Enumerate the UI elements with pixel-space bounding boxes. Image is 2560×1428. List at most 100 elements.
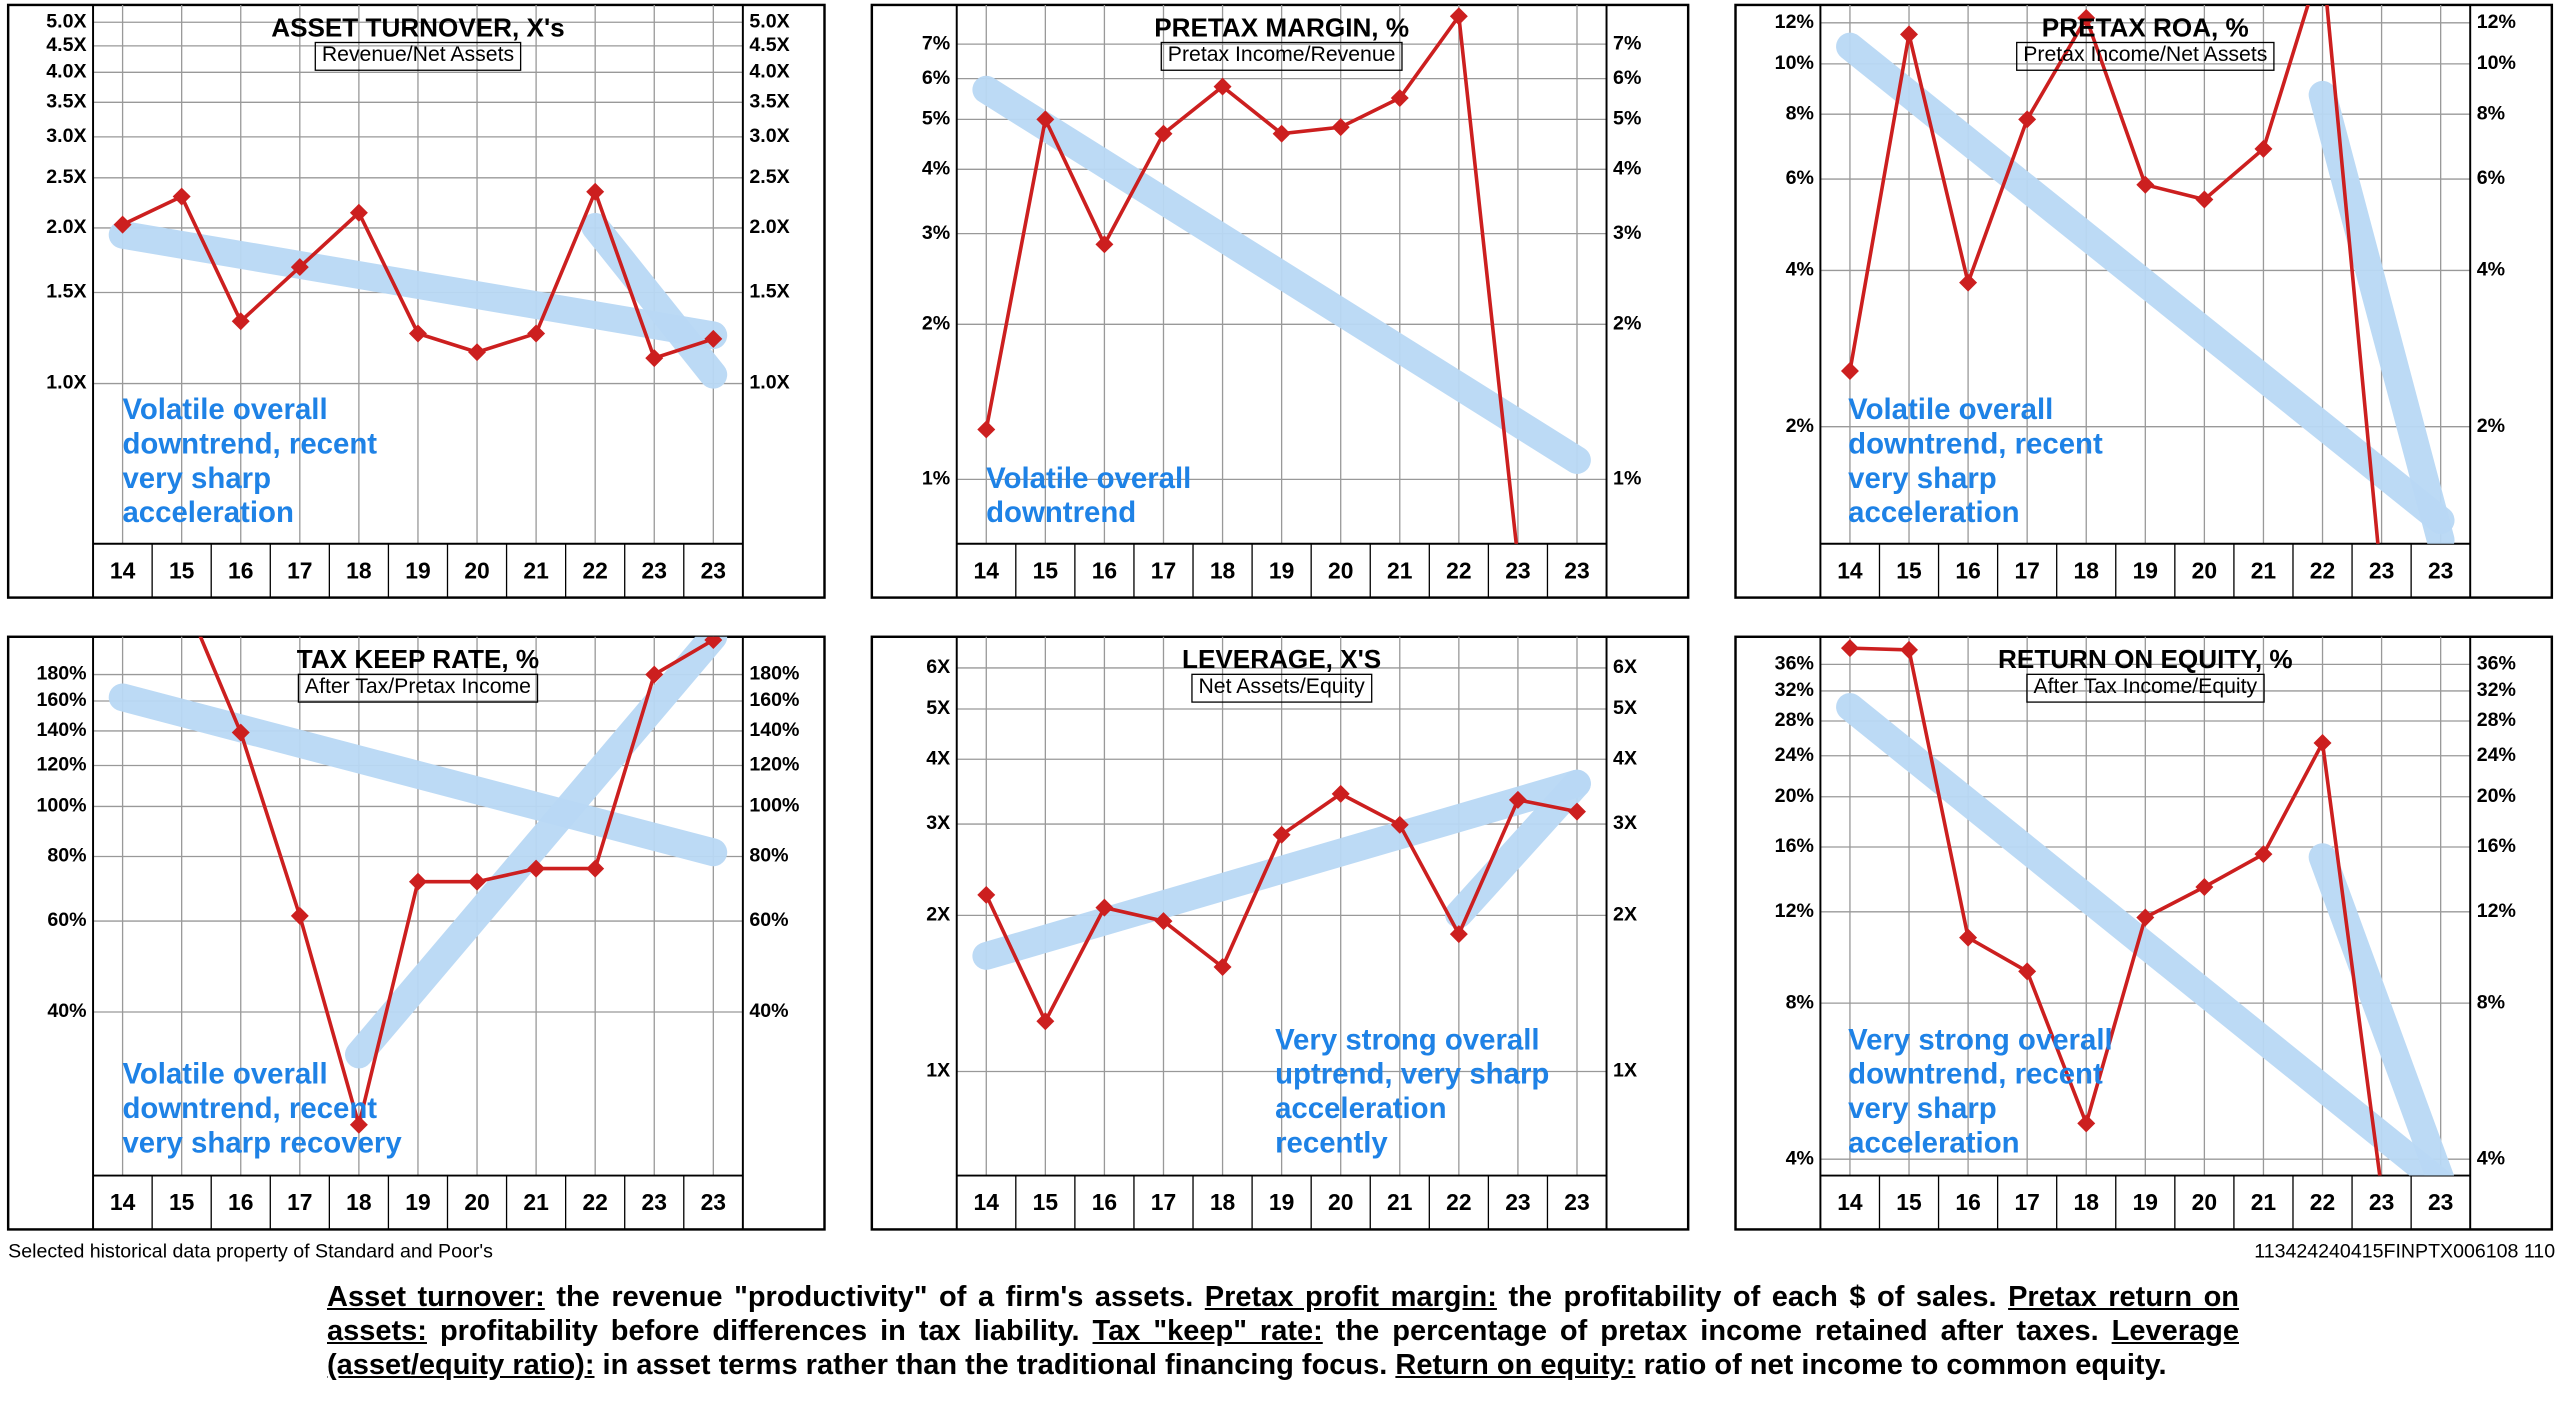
chart-panel: 2% 2% 4% 4% 6% 6% 8% 8% 10% 10% 12% 12% 14 15 16 17 18 19… bbox=[1734, 3, 2554, 599]
marker bbox=[468, 343, 487, 362]
marker bbox=[645, 665, 664, 684]
x-tick-label: 19 bbox=[405, 557, 430, 583]
trend-band bbox=[108, 683, 728, 867]
x-tick-label: 23 bbox=[701, 1189, 726, 1215]
trend-bands bbox=[108, 636, 728, 1069]
chart-panel: 1% 1% 2% 2% 3% 3% 4% 4% 5% 5% 6% 6% 7% 7% 14 15 16 17 18 19… bbox=[870, 3, 1690, 599]
x-tick-label: 14 bbox=[1837, 1189, 1863, 1215]
marker bbox=[1036, 1012, 1055, 1031]
chart-panel: 1.0X 1.0X 1.5X 1.5X 2.0X 2.0X 2.5X 2.5X 3.0X 3.0X… bbox=[6, 3, 826, 599]
y-tick-label: 32% bbox=[1775, 679, 1814, 701]
y2-tick-label: 5.0X bbox=[749, 10, 789, 32]
x-tick-label: 22 bbox=[1446, 1189, 1471, 1215]
x-tick-label: 20 bbox=[2192, 557, 2217, 583]
y-tick-label: 80% bbox=[47, 845, 86, 867]
subtitle-box bbox=[314, 41, 522, 71]
x-tick-label: 17 bbox=[1151, 557, 1176, 583]
x-tick-label: 23 bbox=[2428, 557, 2453, 583]
marker bbox=[1213, 77, 1232, 96]
x-tick-label: 21 bbox=[1387, 557, 1413, 583]
marker bbox=[1508, 790, 1527, 809]
annotation: acceleration bbox=[1848, 1126, 2019, 1159]
x-tick-label: 15 bbox=[1896, 557, 1922, 583]
marker bbox=[1900, 640, 1918, 659]
y2-tick-label: 140% bbox=[749, 719, 799, 741]
y2-tick-label: 100% bbox=[749, 795, 799, 817]
x-tick-label: 21 bbox=[2251, 1189, 2277, 1215]
series bbox=[198, 636, 723, 1134]
marker bbox=[1272, 124, 1291, 143]
y2-tick-label: 28% bbox=[2477, 709, 2516, 731]
y2-tick-label: 1.5X bbox=[749, 281, 789, 303]
y-tick-label: 12% bbox=[1775, 900, 1814, 922]
trend-band bbox=[345, 636, 728, 1069]
y2-tick-label: 60% bbox=[749, 909, 788, 931]
x-tick-label: 17 bbox=[2014, 557, 2039, 583]
trend-band bbox=[1836, 693, 2453, 1176]
y-tick-label: 8% bbox=[1786, 991, 1814, 1013]
y-tick-label: 4% bbox=[1786, 1147, 1814, 1169]
annotation: acceleration bbox=[1275, 1092, 1446, 1125]
annotation: Very strong overall bbox=[1275, 1023, 1540, 1056]
x-tick-label: 23 bbox=[642, 1189, 667, 1215]
y2-tick-label: 6% bbox=[2477, 167, 2505, 189]
x-tick-label: 23 bbox=[1564, 557, 1589, 583]
marker bbox=[1900, 25, 1918, 44]
x-tick-label: 20 bbox=[464, 557, 489, 583]
x-tick-label: 16 bbox=[228, 1189, 253, 1215]
y-tick-label: 4% bbox=[922, 157, 950, 179]
chart-panel: 4% 4% 8% 8% 12% 12% 16% 16% 20% 20% 24% 24% 28% 28% 32… bbox=[1734, 635, 2554, 1231]
definition: ratio of net income to common equity. bbox=[1635, 1349, 2167, 1381]
x-tick-label: 19 bbox=[1269, 1189, 1294, 1215]
x-tick-label: 22 bbox=[2310, 1189, 2335, 1215]
y2-tick-label: 3.5X bbox=[749, 90, 789, 112]
x-tick-label: 22 bbox=[2310, 557, 2335, 583]
y-tick-label: 3.0X bbox=[46, 125, 86, 147]
y-tick-label: 3% bbox=[922, 222, 950, 244]
x-tick-label: 15 bbox=[169, 1189, 195, 1215]
y2-tick-label: 160% bbox=[749, 689, 799, 711]
series-line bbox=[1848, 4, 2380, 544]
trend-band bbox=[972, 769, 1591, 970]
x-tick-label: 18 bbox=[1210, 1189, 1235, 1215]
y-tick-label: 5% bbox=[922, 108, 950, 130]
marker bbox=[645, 349, 664, 368]
y2-tick-label: 2.5X bbox=[749, 166, 789, 188]
annotation: Volatile overall bbox=[122, 1058, 327, 1091]
y2-tick-label: 4.5X bbox=[749, 34, 789, 56]
series bbox=[977, 784, 1586, 1031]
y2-tick-label: 120% bbox=[749, 754, 799, 776]
y-tick-label: 60% bbox=[47, 909, 86, 931]
term: Pretax return on assets: bbox=[327, 1281, 2240, 1347]
y2-tick-label: 2% bbox=[2477, 415, 2505, 437]
y2-tick-label: 7% bbox=[1613, 32, 1641, 54]
chart-subtitle: After Tax Income/Equity bbox=[2033, 675, 2257, 698]
y2-tick-label: 12% bbox=[2477, 900, 2516, 922]
x-tick-label: 18 bbox=[346, 1189, 371, 1215]
y2-tick-label: 3X bbox=[1613, 812, 1637, 834]
marker bbox=[349, 1115, 368, 1134]
annotation: downtrend, recent bbox=[122, 428, 377, 461]
definition: in asset terms rather than the tradition… bbox=[594, 1349, 1396, 1381]
annotation: Volatile overall bbox=[122, 393, 327, 426]
marker bbox=[1390, 815, 1409, 834]
annotation: very sharp bbox=[1848, 1092, 1997, 1125]
y2-tick-label: 8% bbox=[2477, 991, 2505, 1013]
chart-subtitle: Pretax Income/Revenue bbox=[1168, 43, 1396, 66]
y-tick-label: 120% bbox=[36, 754, 86, 776]
y-tick-label: 3.5X bbox=[46, 90, 86, 112]
y-tick-label: 40% bbox=[47, 1000, 86, 1022]
y2-tick-label: 16% bbox=[2477, 835, 2516, 857]
marker bbox=[231, 723, 250, 742]
trend-band bbox=[972, 75, 1591, 474]
annotation: very sharp recovery bbox=[122, 1126, 402, 1159]
y2-tick-label: 2.0X bbox=[749, 216, 789, 238]
trend-band bbox=[1836, 32, 2455, 535]
x-tick-label: 20 bbox=[1328, 557, 1353, 583]
chart-panel: 40% 40% 60% 60% 80% 80% 100% 100% 120% 120% 140% 14… bbox=[6, 635, 826, 1231]
x-tick-label: 17 bbox=[1151, 1189, 1176, 1215]
marker bbox=[1095, 898, 1114, 917]
x-tick-label: 14 bbox=[974, 557, 1000, 583]
x-tick-label: 14 bbox=[1837, 557, 1863, 583]
y-tick-label: 1X bbox=[926, 1060, 950, 1082]
